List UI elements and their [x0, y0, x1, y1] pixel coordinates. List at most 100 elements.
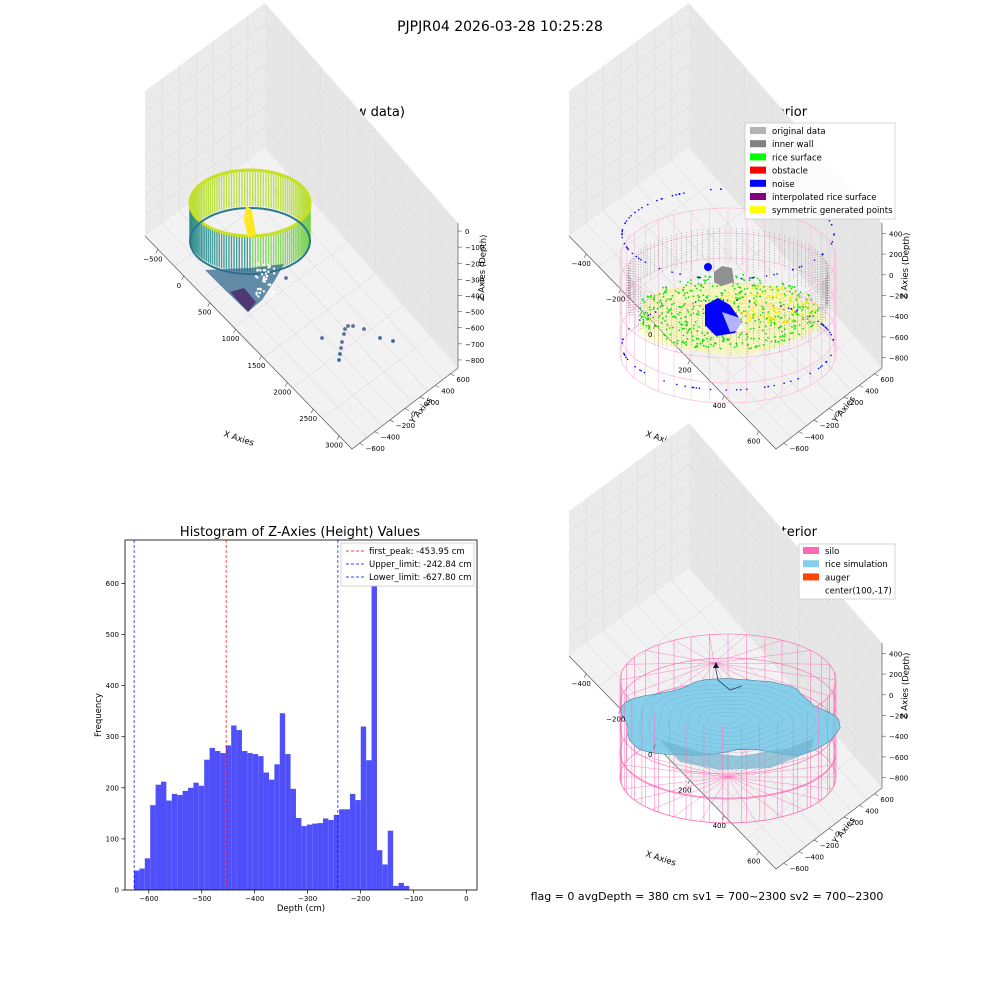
simulation-rice-mesh [708, 711, 750, 729]
raw-plot-ytick-label: −400 [381, 434, 400, 442]
classify-symmetric-point [741, 318, 744, 321]
classify-symmetric-point [768, 322, 771, 325]
classify-plot-xtick-label: 400 [713, 402, 726, 410]
classify-symmetric-point [736, 309, 739, 311]
simulation-plot-ytick-mark [874, 793, 879, 797]
histogram-bar [349, 793, 356, 890]
histogram-bar [371, 562, 377, 890]
classify-rice-point [695, 337, 698, 340]
classify-rice-point [641, 298, 644, 301]
classify-rice-point [736, 283, 739, 286]
classify-symmetric-point [731, 296, 733, 299]
simulation-rice-mesh [668, 696, 794, 745]
histogram-bar [225, 745, 232, 890]
raw-white-point [272, 272, 276, 275]
classify-plot-ztick-label: 200 [889, 251, 902, 259]
classify-rice-point [721, 335, 723, 337]
classify-symmetric-point [753, 312, 756, 314]
simulation-silo-floor-spoke [727, 776, 833, 790]
classify-symmetric-point [780, 288, 783, 291]
simulation-plot-ztick-label: 200 [889, 671, 902, 679]
classify-rice-point [649, 296, 652, 298]
classify-rice-point [678, 292, 680, 294]
classify-rice-point [676, 342, 679, 345]
classify-rice-point [755, 303, 757, 306]
classify-rice-point [753, 297, 755, 300]
classify-rice-point [697, 294, 699, 297]
simulation-plot-xtick-label: 400 [713, 822, 726, 830]
classify-rice-point [669, 298, 671, 301]
classify-rice-point [684, 324, 687, 326]
classify-symmetric-point [751, 309, 754, 312]
classify-noise-point [621, 234, 623, 236]
histogram-bar [376, 850, 383, 890]
simulation-plot-ytick-label: 200 [850, 819, 863, 827]
classify-rice-point [781, 330, 783, 333]
classify-symmetric-point [802, 313, 804, 316]
raw-plot-xtick-mark [181, 275, 185, 281]
classify-rice-point [682, 294, 685, 297]
classify-rice-point [673, 341, 676, 344]
classify-rice-point [739, 286, 742, 289]
raw-plot-ytick-label: 0 [411, 411, 415, 419]
classify-rice-point [812, 315, 815, 318]
classify-noise-point [819, 366, 822, 368]
classify-symmetric-point [766, 296, 768, 299]
classify-rice-point [733, 302, 736, 305]
simulation-rice-mesh [638, 684, 827, 757]
simulation-rice-mesh [688, 704, 772, 737]
classify-symmetric-point [791, 309, 794, 312]
classify-noise-point [790, 308, 792, 310]
raw-outlier-point [340, 340, 344, 344]
classify-symmetric-point [775, 323, 777, 326]
simulation-silo-roof [713, 662, 837, 681]
classify-rice-point [764, 325, 767, 328]
raw-plot-xtick-label: 500 [198, 309, 211, 317]
classify-rice-point [783, 339, 786, 342]
classify-rice-point [795, 298, 798, 301]
classify-rice-point [779, 301, 782, 304]
classify-symmetric-point [756, 285, 759, 288]
classify-rice-point [739, 291, 741, 294]
raw-plot-ztick-label: −700 [465, 341, 484, 349]
classify-noise-point [776, 273, 778, 275]
classify-rice-point [762, 308, 764, 311]
classify-noise-point [825, 327, 828, 330]
classify-rice-point [653, 295, 656, 297]
classify-rice-point [648, 306, 651, 308]
classify-rice-point [782, 303, 785, 306]
simulation-silo-floor-spoke [727, 764, 833, 778]
simulation-plot-ytick-mark [783, 862, 788, 866]
classify-plot-ytick-label: 200 [850, 399, 863, 407]
classify-noise-point [809, 372, 811, 375]
classify-rice-point [735, 276, 738, 279]
classify-rice-point [707, 346, 710, 349]
classify-noise-point [725, 389, 727, 391]
classify-rice-point [662, 295, 665, 298]
classify-noise-point [739, 388, 742, 391]
classify-plot-grid [568, 85, 883, 307]
classify-symmetric-point [773, 310, 776, 312]
classify-noise-point [696, 276, 699, 278]
classify-rice-point [779, 326, 781, 329]
classify-rice-point [672, 315, 674, 318]
simulation-silo-floor-spoke [727, 776, 757, 822]
classify-rice-point [734, 288, 736, 290]
classify-rice-point [663, 333, 665, 336]
classify-symmetric-point [748, 317, 751, 320]
classify-rice-point [737, 292, 740, 295]
classify-rice-point [657, 325, 660, 328]
classify-rice-point [783, 335, 785, 338]
simulation-plot-ytick-label: −200 [820, 842, 839, 850]
classify-rice-point [672, 326, 674, 329]
classify-symmetric-point [760, 304, 763, 307]
classify-noise-point [627, 248, 630, 251]
simulation-rice-mesh [717, 715, 740, 725]
classify-rice-point [737, 286, 740, 289]
simulation-plot-back-right-wall [689, 423, 882, 788]
classify-noise-point [675, 194, 677, 196]
classify-plot-floor [569, 148, 882, 449]
classify-rice-point [744, 293, 747, 296]
classify-rice-point [669, 333, 672, 336]
classify-noise-point [631, 252, 634, 255]
